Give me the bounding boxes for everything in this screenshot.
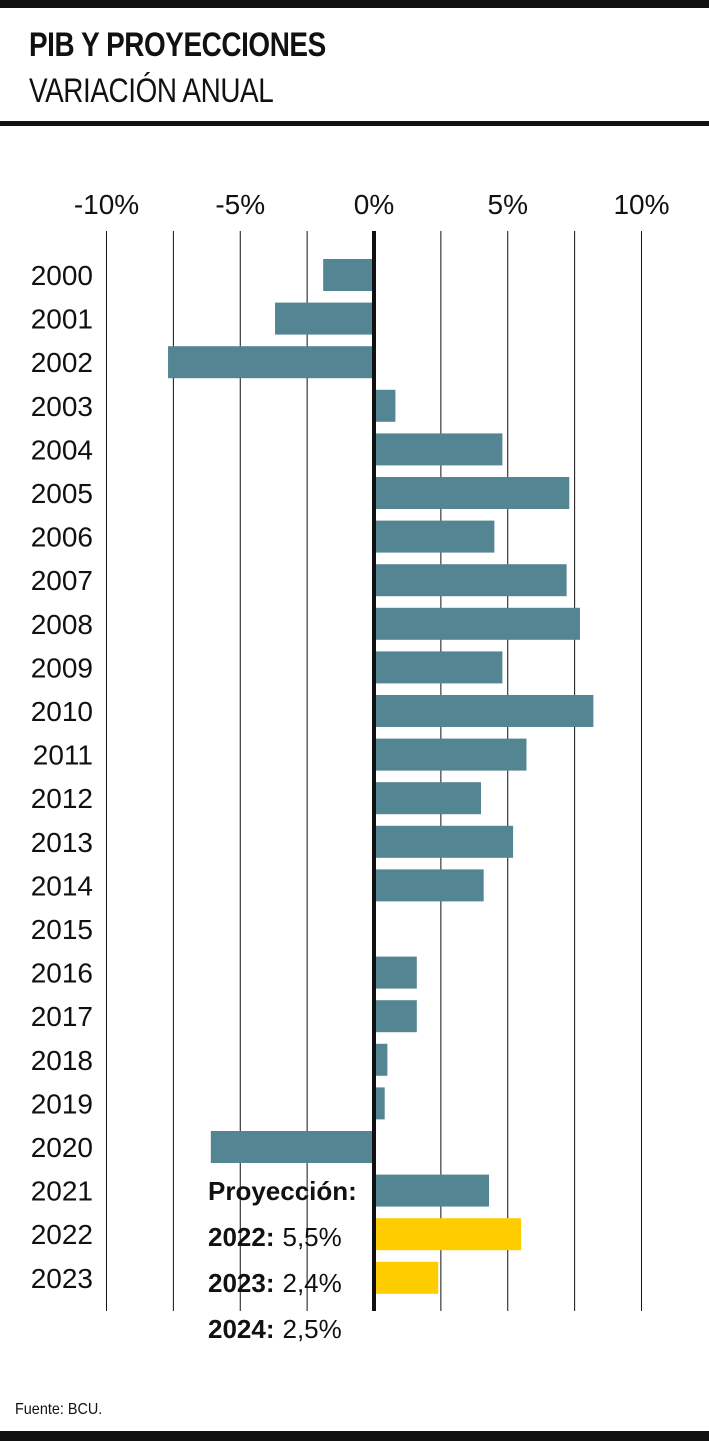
projection-value: 2,4% xyxy=(283,1268,342,1298)
data-bar xyxy=(376,607,580,640)
data-bar xyxy=(376,651,503,684)
chart-title: PIB Y PROYECCIONES xyxy=(29,26,326,64)
year-label: 2019 xyxy=(31,1088,93,1119)
projection-bar xyxy=(376,1218,522,1251)
year-label: 2013 xyxy=(31,827,93,858)
source-note: Fuente: BCU. xyxy=(15,1401,103,1418)
year-label: 2006 xyxy=(31,522,93,553)
year-label: 2022 xyxy=(31,1219,93,1250)
year-label: 2017 xyxy=(31,1001,93,1032)
bars xyxy=(168,259,594,1294)
year-label: 2004 xyxy=(31,434,93,465)
grid-lines xyxy=(106,231,642,1311)
projection-year: 2023: xyxy=(208,1268,275,1298)
year-label: 2011 xyxy=(33,740,93,771)
data-bar xyxy=(376,389,396,422)
year-label: 2001 xyxy=(31,304,93,335)
projection-item: 2023: 2,4% xyxy=(208,1268,342,1298)
projection-year: 2022: xyxy=(208,1222,275,1252)
projection-year: 2024: xyxy=(208,1314,275,1344)
projection-bar xyxy=(376,1261,439,1294)
data-bar xyxy=(376,825,514,858)
top-rule xyxy=(0,0,709,8)
data-bar xyxy=(376,1087,385,1120)
projection-value: 5,5% xyxy=(283,1222,342,1252)
data-bar xyxy=(376,1174,490,1207)
projection-item: 2024: 2,5% xyxy=(208,1314,342,1344)
x-tick-label: 0% xyxy=(354,189,394,220)
year-label: 2000 xyxy=(31,260,93,291)
projection-heading: Proyección: xyxy=(208,1176,357,1206)
data-bar xyxy=(376,564,567,597)
data-bar xyxy=(376,695,594,727)
bottom-rule xyxy=(0,1431,709,1441)
year-label: 2016 xyxy=(31,958,93,989)
chart-subtitle: VARIACIÓN ANUAL xyxy=(29,72,274,110)
year-label: 2018 xyxy=(31,1045,93,1076)
header-rule xyxy=(0,121,709,126)
data-bar xyxy=(323,259,372,291)
year-label: 2015 xyxy=(31,914,93,945)
x-tick-label: 5% xyxy=(488,189,528,220)
data-bar xyxy=(376,433,503,466)
projection-note: Proyección: 2022: 5,5% 2023: 2,4% 2024: 2,5% xyxy=(208,1176,357,1344)
projection-value: 2,5% xyxy=(283,1314,342,1344)
data-bar xyxy=(376,1043,388,1076)
year-label: 2009 xyxy=(31,652,93,683)
x-tick-label: -5% xyxy=(215,189,265,220)
data-bar xyxy=(376,738,527,771)
year-label: 2014 xyxy=(31,870,93,901)
x-tick-label: -10% xyxy=(74,189,139,220)
data-bar xyxy=(168,346,372,379)
year-label: 2008 xyxy=(31,609,93,640)
x-tick-label: 10% xyxy=(613,189,669,220)
year-label: 2021 xyxy=(31,1176,93,1207)
data-bar xyxy=(376,956,417,989)
data-bar xyxy=(275,302,372,335)
projection-item: 2022: 5,5% xyxy=(208,1222,342,1252)
year-label: 2007 xyxy=(31,565,93,596)
year-label: 2002 xyxy=(31,347,93,378)
year-label: 2020 xyxy=(31,1132,93,1163)
year-label: 2010 xyxy=(31,696,93,727)
y-axis-labels: 2000 2001 2002 2003 2004 2005 2006 2007 2008 2009… xyxy=(31,260,93,1294)
x-axis-ticks: -10% -5% 0% 5% 10% xyxy=(74,189,670,220)
data-bar xyxy=(376,1000,417,1033)
data-bar xyxy=(376,782,481,815)
data-bar xyxy=(376,477,570,509)
year-label: 2005 xyxy=(31,478,93,509)
data-bar xyxy=(376,520,495,553)
year-label: 2023 xyxy=(31,1263,93,1294)
data-bar xyxy=(376,869,484,902)
year-label: 2003 xyxy=(31,391,93,422)
year-label: 2012 xyxy=(31,783,93,814)
data-bar xyxy=(210,1131,372,1163)
